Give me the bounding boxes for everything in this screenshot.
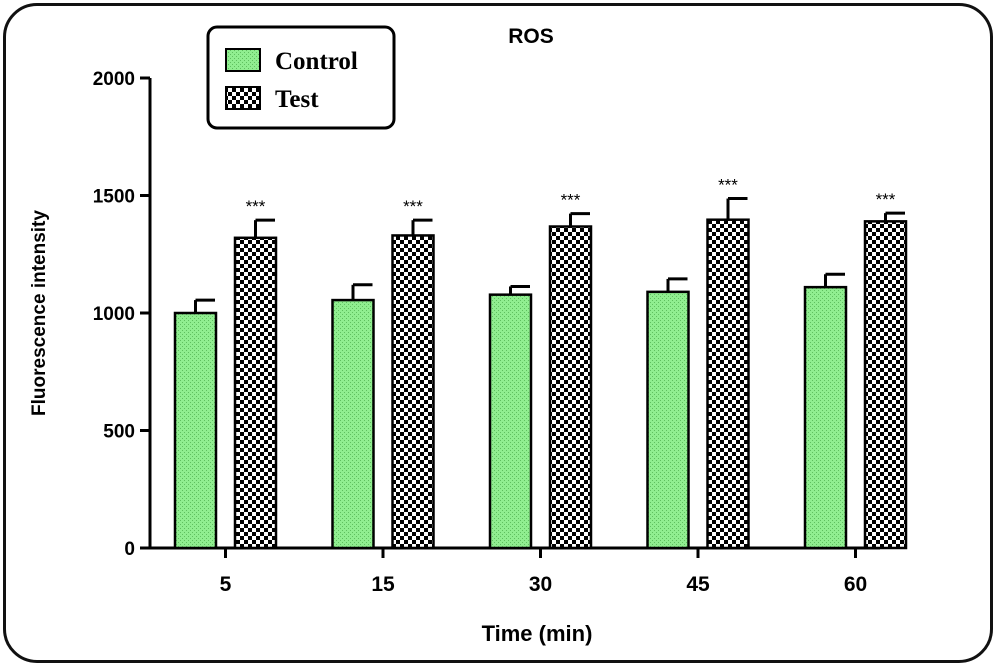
- legend: Control Test: [206, 25, 396, 130]
- chart-title: ROS: [508, 25, 554, 48]
- bar-test: [391, 234, 435, 550]
- x-axis: 5 15 30 45 60: [149, 546, 880, 596]
- bar-test: [706, 218, 750, 550]
- y-tick-label: 1500: [93, 187, 135, 208]
- legend-label-control: Control: [275, 48, 358, 75]
- legend-swatch-control: [225, 48, 261, 72]
- significance-label: ***: [246, 197, 266, 216]
- legend-swatch-test: [225, 86, 261, 110]
- legend-label-test: Test: [275, 86, 319, 113]
- bar-control: [488, 293, 533, 550]
- x-tick-label: 45: [686, 573, 710, 596]
- y-tick-label: 2000: [93, 69, 135, 90]
- bar-control: [646, 290, 690, 550]
- bar-control: [803, 285, 848, 550]
- bar-control: [331, 298, 375, 550]
- y-tick-label: 500: [103, 422, 135, 443]
- y-axis: 0 500 1000 1500 2000: [93, 69, 152, 560]
- x-tick-label: 5: [220, 573, 232, 596]
- bar-test: [233, 236, 278, 550]
- x-tick-label: 15: [371, 573, 395, 596]
- x-tick-label: 30: [529, 573, 552, 596]
- x-axis-label: Time (min): [482, 621, 593, 646]
- significance-label: ***: [403, 197, 423, 216]
- bar-control: [173, 311, 218, 550]
- y-axis-label: Fluorescence intensity: [29, 210, 50, 416]
- significance-label: ***: [876, 190, 896, 209]
- y-tick-label: 1000: [93, 304, 135, 325]
- y-tick-label: 0: [124, 539, 135, 560]
- significance-label: ***: [561, 191, 581, 210]
- bar-test: [548, 225, 593, 550]
- significance-label: ***: [718, 176, 738, 195]
- bar-test: [863, 220, 908, 550]
- x-tick-label: 60: [844, 573, 867, 596]
- bars-group: *** *** *** *** ***: [173, 176, 908, 550]
